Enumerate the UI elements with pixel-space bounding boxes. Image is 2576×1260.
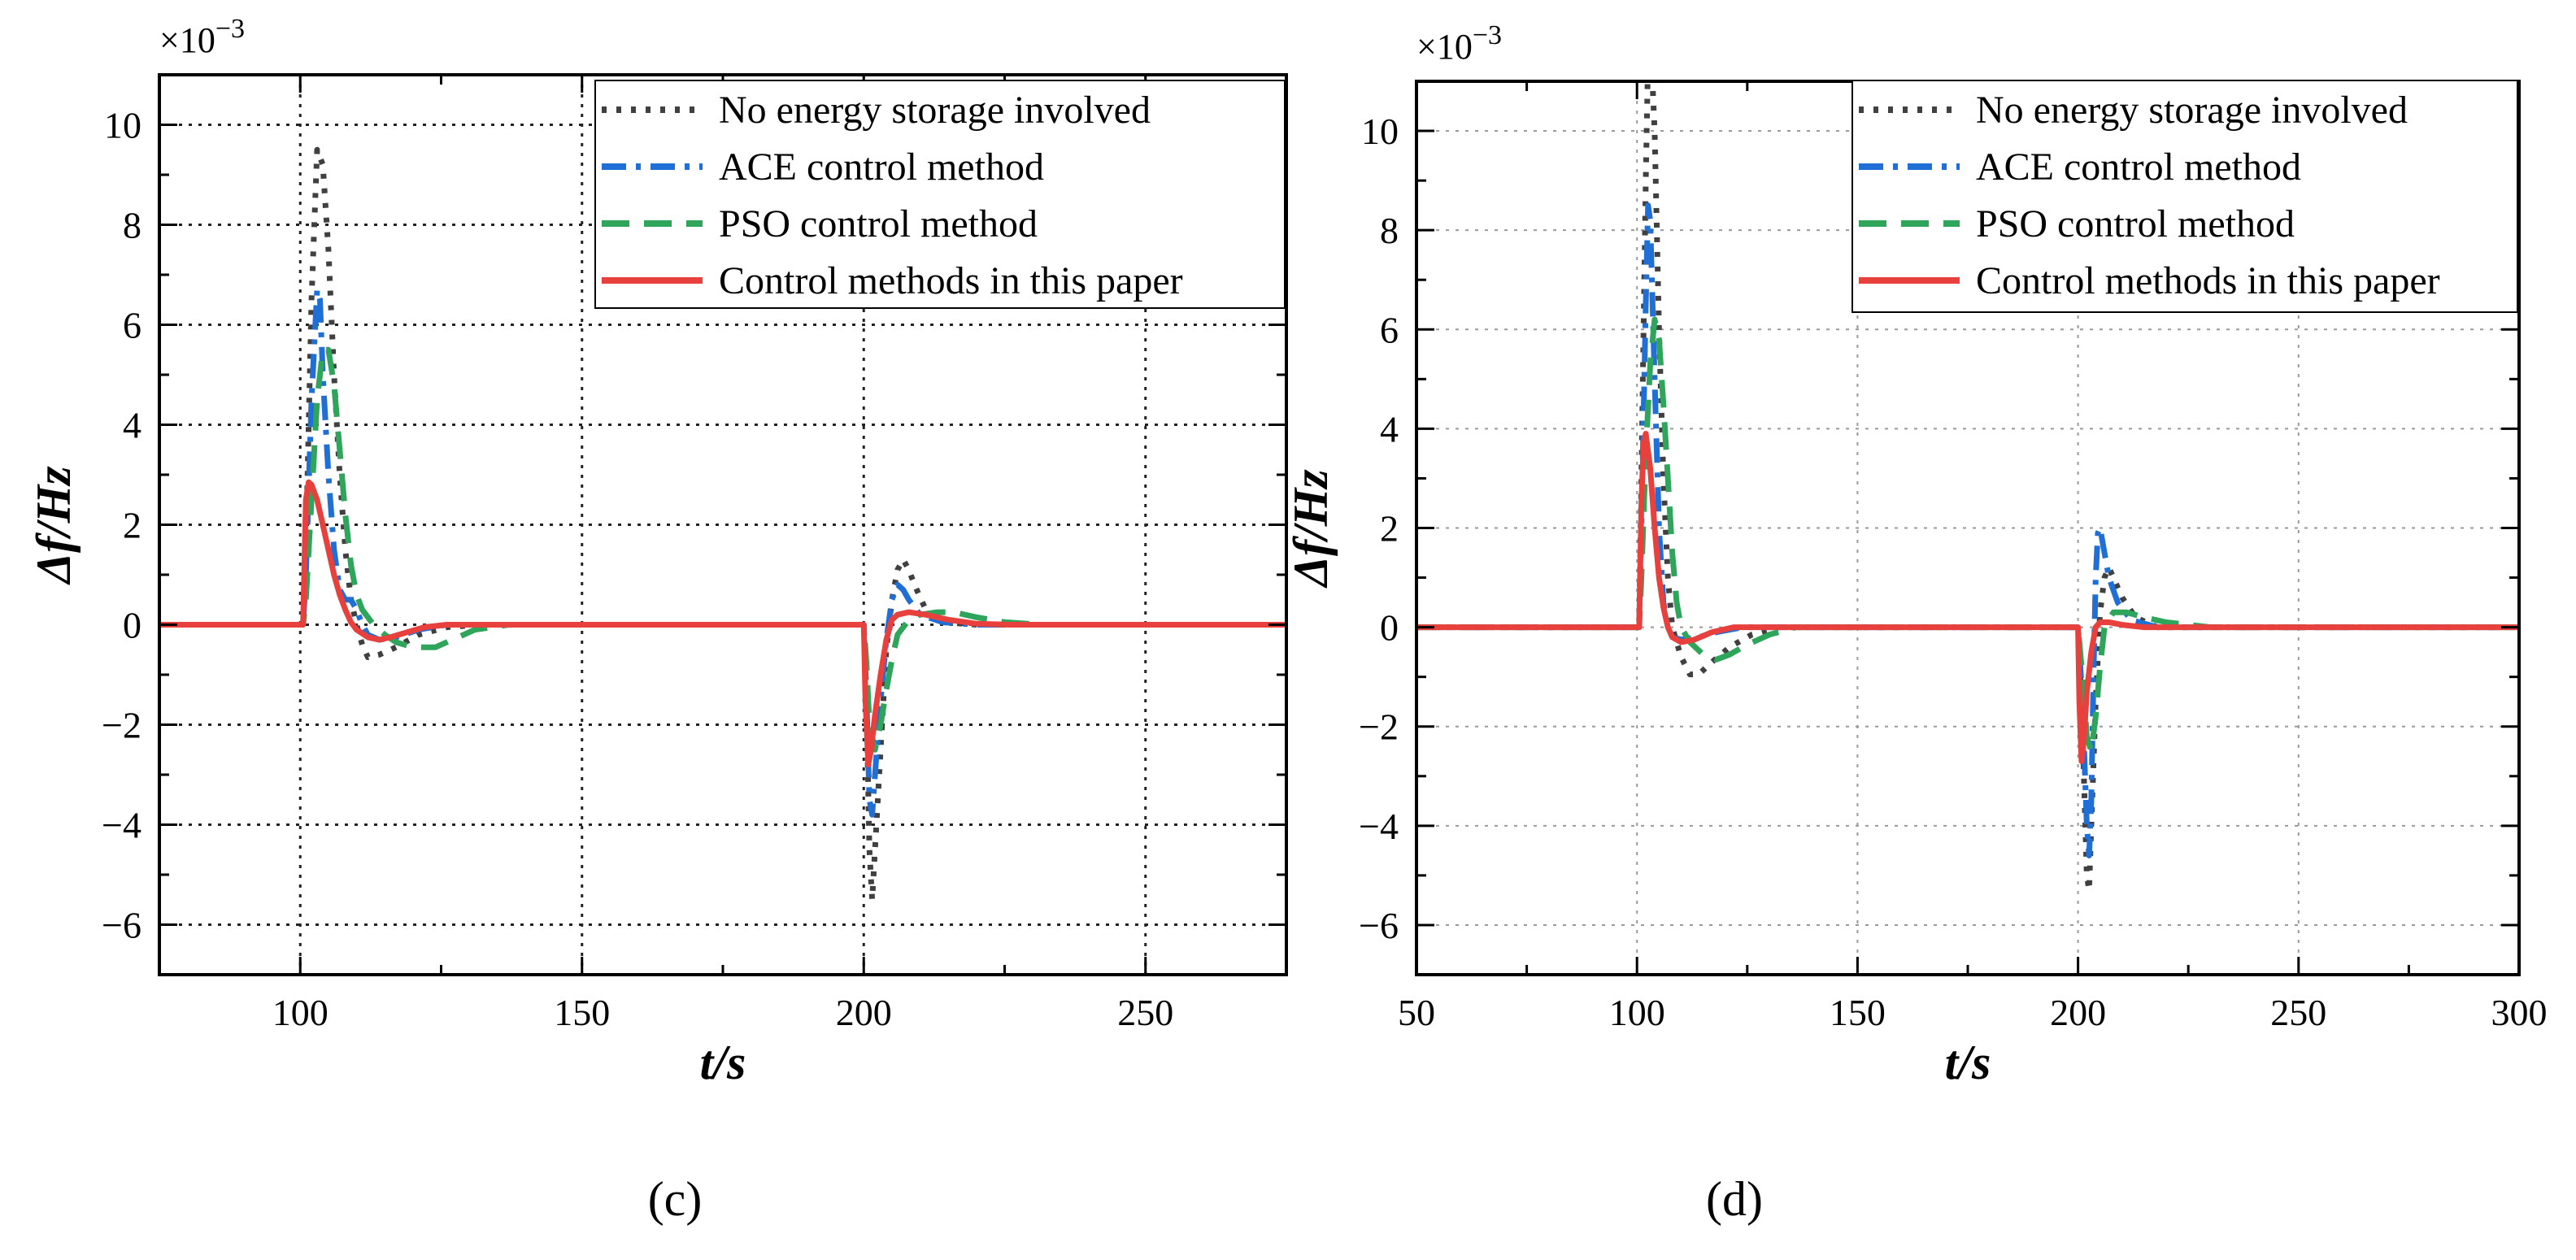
series-line-2 bbox=[159, 287, 1286, 818]
panel-label: (c) bbox=[648, 1172, 703, 1226]
y-tick-label: −6 bbox=[1359, 905, 1399, 946]
y-tick-label: −4 bbox=[102, 805, 141, 846]
series-line-4 bbox=[1416, 431, 2519, 764]
y-multiplier: ×10−3 bbox=[1416, 20, 1502, 67]
legend: No energy storage involved ACE control me… bbox=[1852, 80, 2518, 313]
legend-label: ACE control method bbox=[1976, 146, 2301, 189]
y-tick-label: 8 bbox=[1380, 210, 1399, 251]
y-tick-label: −2 bbox=[1359, 706, 1399, 748]
x-tick-label: 200 bbox=[2050, 992, 2106, 1033]
legend-label: Control methods in this paper bbox=[719, 259, 1183, 302]
series-group bbox=[1416, 81, 2519, 893]
y-tick-label: −4 bbox=[1359, 806, 1399, 847]
x-tick-label: 100 bbox=[272, 992, 329, 1033]
legend-label: Control methods in this paper bbox=[1976, 259, 2440, 302]
y-tick-label: 0 bbox=[123, 605, 141, 646]
series-line-3 bbox=[1416, 316, 2519, 754]
legend-label: No energy storage involved bbox=[719, 89, 1151, 132]
chart-panel-d: 50 100 150 200 250 300 −6 −4 −2 0 2 4 6 8 10 ×10−3 t/s Δf… bbox=[1284, 20, 2548, 1226]
y-multiplier: ×10−3 bbox=[159, 14, 245, 60]
y-tick-label: 6 bbox=[123, 305, 141, 346]
legend-label: ACE control method bbox=[719, 146, 1044, 189]
legend-label: PSO control method bbox=[719, 202, 1038, 245]
y-tick-label: −2 bbox=[102, 705, 141, 746]
x-tick-label: 50 bbox=[1398, 992, 1435, 1033]
x-tick-label: 150 bbox=[1830, 992, 1886, 1033]
y-tick-label: 0 bbox=[1380, 607, 1399, 649]
x-axis-label: t/s bbox=[1945, 1036, 1991, 1089]
y-tick-label: 10 bbox=[1361, 111, 1399, 152]
y-tick-label: −6 bbox=[102, 905, 141, 946]
y-tick-label: 4 bbox=[1380, 408, 1399, 450]
y-axis-label: Δf/Hz bbox=[27, 466, 80, 585]
x-axis-label: t/s bbox=[700, 1036, 746, 1089]
y-tick-label: 2 bbox=[1380, 508, 1399, 550]
series-group bbox=[159, 146, 1286, 903]
series-line-4 bbox=[159, 479, 1286, 768]
y-axis-label: Δf/Hz bbox=[1284, 469, 1338, 589]
x-tick-label: 150 bbox=[554, 992, 610, 1033]
legend-label: PSO control method bbox=[1976, 202, 2295, 245]
y-tick-label: 4 bbox=[123, 405, 141, 446]
x-tick-label: 250 bbox=[1117, 992, 1173, 1033]
y-tick-label: 2 bbox=[123, 505, 141, 546]
y-tick-label: 6 bbox=[1380, 309, 1399, 350]
panel-label: (d) bbox=[1706, 1172, 1763, 1226]
legend-label: No energy storage involved bbox=[1976, 89, 2408, 132]
legend-box bbox=[594, 80, 1286, 309]
y-tick-label: 8 bbox=[123, 205, 141, 246]
legend: No energy storage involved ACE control me… bbox=[594, 80, 1286, 309]
legend-box bbox=[1852, 80, 2518, 313]
x-tick-label: 300 bbox=[2491, 992, 2548, 1033]
x-tick-label: 100 bbox=[1609, 992, 1665, 1033]
y-tick-label: 10 bbox=[104, 105, 141, 146]
x-tick-label: 200 bbox=[836, 992, 892, 1033]
chart-panel-c: 100 150 200 250 −6 −4 −2 0 2 4 6 8 10 ×10−3 t/s Δf/Hz No… bbox=[27, 14, 1288, 1226]
x-tick-label: 250 bbox=[2270, 992, 2326, 1033]
